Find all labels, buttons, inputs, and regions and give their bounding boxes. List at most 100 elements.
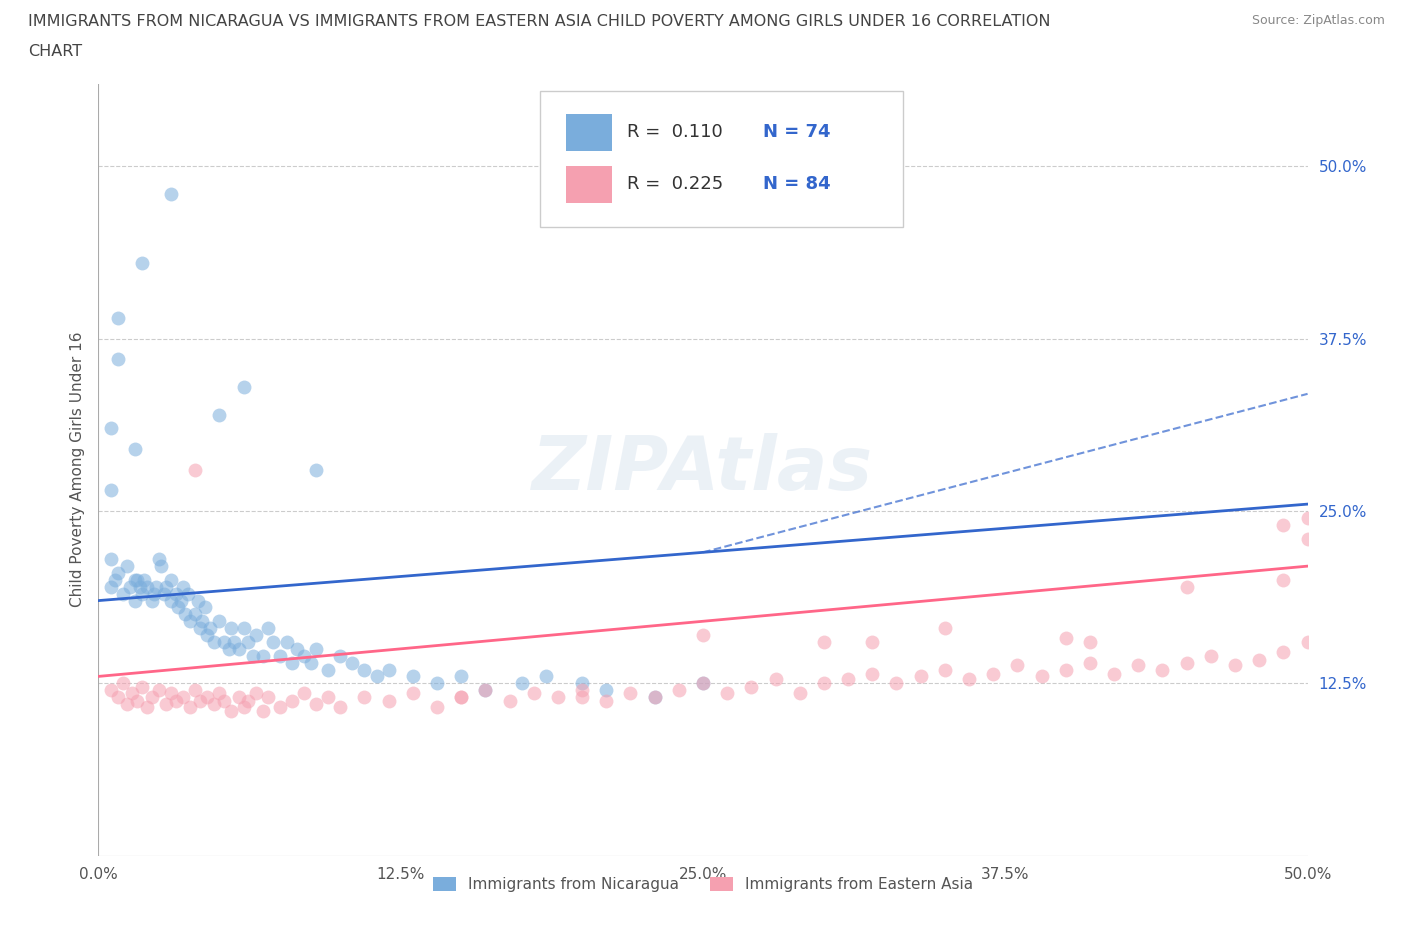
Point — [692, 676, 714, 691]
Point — [221, 620, 243, 635]
Text: ZIPAtlas: ZIPAtlas — [533, 433, 873, 506]
Point — [111, 676, 134, 691]
Point — [716, 685, 738, 700]
Point — [188, 694, 211, 709]
Point — [765, 671, 787, 686]
Point — [127, 694, 149, 709]
Y-axis label: Child Poverty Among Girls Under 16: Child Poverty Among Girls Under 16 — [69, 332, 84, 607]
Point — [208, 685, 231, 700]
Text: N = 84: N = 84 — [763, 175, 831, 193]
Text: IMMIGRANTS FROM NICARAGUA VS IMMIGRANTS FROM EASTERN ASIA CHILD POVERTY AMONG GI: IMMIGRANTS FROM NICARAGUA VS IMMIGRANTS … — [28, 14, 1050, 29]
Point — [131, 680, 153, 695]
Point — [127, 573, 149, 588]
Point — [167, 600, 190, 615]
Point — [366, 669, 388, 684]
Point — [910, 669, 932, 684]
Point — [1296, 634, 1319, 649]
Point — [118, 579, 141, 594]
Point — [292, 685, 315, 700]
Text: Source: ZipAtlas.com: Source: ZipAtlas.com — [1251, 14, 1385, 27]
Point — [198, 620, 221, 635]
Point — [353, 690, 375, 705]
Point — [100, 483, 122, 498]
Point — [152, 586, 174, 601]
Point — [281, 694, 304, 709]
Point — [1128, 658, 1150, 672]
Point — [305, 697, 328, 711]
Point — [165, 694, 187, 709]
Point — [232, 699, 254, 714]
Point — [981, 666, 1004, 681]
Point — [1175, 579, 1198, 594]
Point — [221, 703, 243, 718]
Point — [107, 690, 129, 705]
Text: CHART: CHART — [28, 44, 82, 59]
Point — [148, 551, 170, 566]
Point — [160, 593, 183, 608]
Point — [547, 690, 569, 705]
Text: R =  0.225: R = 0.225 — [627, 175, 723, 193]
Point — [1296, 531, 1319, 546]
FancyBboxPatch shape — [567, 166, 613, 204]
Point — [160, 685, 183, 700]
Point — [450, 669, 472, 684]
Point — [218, 642, 240, 657]
Point — [117, 559, 139, 574]
Point — [252, 648, 274, 663]
Point — [204, 697, 226, 711]
Point — [242, 648, 264, 663]
Point — [860, 666, 883, 681]
Point — [177, 586, 200, 601]
Point — [450, 690, 472, 705]
Point — [886, 676, 908, 691]
Point — [498, 694, 520, 709]
Point — [100, 683, 122, 698]
Point — [135, 699, 157, 714]
Point — [204, 634, 226, 649]
Point — [172, 690, 194, 705]
Point — [124, 593, 146, 608]
Point — [252, 703, 274, 718]
Point — [143, 586, 166, 601]
Point — [100, 421, 122, 436]
Point — [150, 559, 173, 574]
Point — [169, 593, 191, 608]
Point — [188, 620, 211, 635]
Point — [184, 683, 207, 698]
Point — [179, 614, 201, 629]
Point — [228, 642, 250, 657]
Point — [305, 462, 328, 477]
Point — [402, 669, 425, 684]
Point — [141, 690, 163, 705]
Point — [329, 699, 352, 714]
Point — [124, 442, 146, 457]
Point — [232, 379, 254, 394]
Point — [281, 656, 304, 671]
Point — [316, 662, 339, 677]
Point — [222, 634, 245, 649]
Point — [1054, 631, 1077, 645]
Point — [160, 573, 183, 588]
Point — [107, 565, 129, 580]
Point — [342, 656, 364, 671]
Point — [668, 683, 690, 698]
Point — [292, 648, 315, 663]
FancyBboxPatch shape — [540, 91, 903, 227]
Point — [619, 685, 641, 700]
Point — [276, 634, 298, 649]
Point — [212, 694, 235, 709]
Point — [128, 579, 150, 594]
Point — [1249, 653, 1271, 668]
Point — [426, 676, 449, 691]
Point — [124, 573, 146, 588]
Point — [195, 690, 218, 705]
Point — [377, 662, 399, 677]
Point — [510, 676, 533, 691]
Point — [329, 648, 352, 663]
Point — [165, 586, 187, 601]
Point — [377, 694, 399, 709]
Point — [934, 662, 956, 677]
Point — [104, 573, 127, 588]
Point — [1175, 656, 1198, 671]
Point — [131, 256, 153, 271]
